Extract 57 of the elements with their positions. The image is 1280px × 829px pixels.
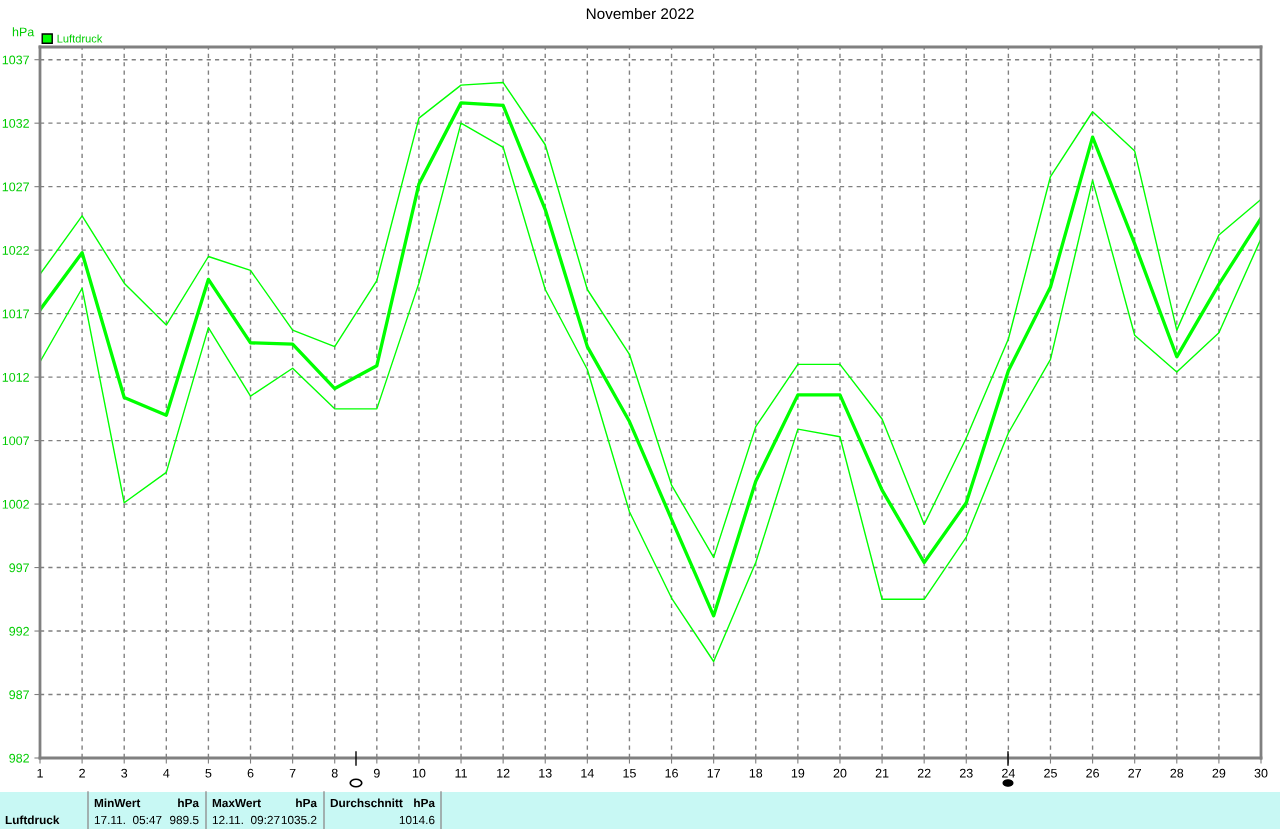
legend-label: Luftdruck — [57, 34, 103, 43]
x-tick-label: 17 — [707, 768, 720, 778]
y-tick-label: 982 — [9, 753, 29, 763]
x-tick-label: 19 — [791, 768, 805, 778]
x-tick-label: 24 — [1002, 768, 1015, 778]
x-tick-label: 29 — [1212, 768, 1226, 778]
x-tick-label: 26 — [1086, 768, 1099, 778]
text: MaxWert — [212, 798, 261, 808]
x-tick-label: 14 — [581, 768, 594, 778]
text: 17.11. 05:47 — [94, 815, 162, 825]
x-tick-label: 9 — [373, 768, 380, 778]
x-tick-label: 12 — [497, 768, 510, 778]
x-tick-label: 10 — [412, 768, 426, 778]
x-tick-label: 20 — [833, 768, 847, 778]
y-tick-label: 1032 — [2, 118, 29, 128]
x-tick-label: 3 — [121, 768, 128, 778]
text: hPa — [414, 798, 436, 808]
x-tick-label: 27 — [1128, 768, 1142, 778]
text: 12.11. 09:27 — [212, 815, 280, 825]
x-tick-label: 4 — [163, 768, 170, 778]
text: hPa — [296, 798, 318, 808]
x-tick-label: 28 — [1170, 768, 1184, 778]
x-tick-label: 11 — [455, 768, 467, 778]
y-tick-label: 997 — [9, 563, 29, 573]
x-tick-label: 8 — [331, 768, 338, 778]
y-tick-label: 1012 — [2, 372, 29, 382]
x-tick-label: 18 — [749, 768, 763, 778]
y-axis-title: hPa — [12, 27, 35, 37]
text: hPa — [178, 798, 200, 808]
y-tick-label: 1002 — [2, 499, 29, 509]
y-tick-label: 987 — [9, 690, 29, 700]
y-tick-label: 1037 — [2, 55, 29, 65]
text: Durchschnitt — [330, 798, 403, 808]
y-tick-label: 1027 — [2, 182, 29, 192]
x-tick-label: 21 — [875, 768, 889, 778]
text: Luftdruck — [5, 815, 60, 825]
x-tick-label: 23 — [959, 768, 973, 778]
y-tick-label: 1007 — [2, 436, 29, 446]
y-tick-label: 1022 — [2, 245, 29, 255]
text: 1035.2 — [281, 815, 317, 825]
text: 1014.6 — [399, 815, 435, 825]
y-tick-label: 992 — [9, 626, 29, 636]
x-tick-label: 2 — [79, 768, 85, 778]
x-tick-label: 25 — [1044, 768, 1057, 778]
x-tick-label: 7 — [289, 768, 296, 778]
x-tick-label: 6 — [247, 768, 254, 778]
x-tick-label: 13 — [539, 768, 552, 778]
y-tick-label: 1017 — [2, 309, 29, 319]
chart-title: November 2022 — [586, 7, 694, 20]
x-tick-label: 30 — [1254, 768, 1268, 778]
text: 989.5 — [170, 815, 199, 825]
x-tick-label: 15 — [623, 768, 636, 778]
x-tick-label: 1 — [37, 768, 43, 778]
x-tick-label: 16 — [665, 768, 678, 778]
x-tick-label: 5 — [205, 768, 212, 778]
x-tick-label: 22 — [917, 768, 931, 778]
text: MinWert — [94, 798, 141, 808]
